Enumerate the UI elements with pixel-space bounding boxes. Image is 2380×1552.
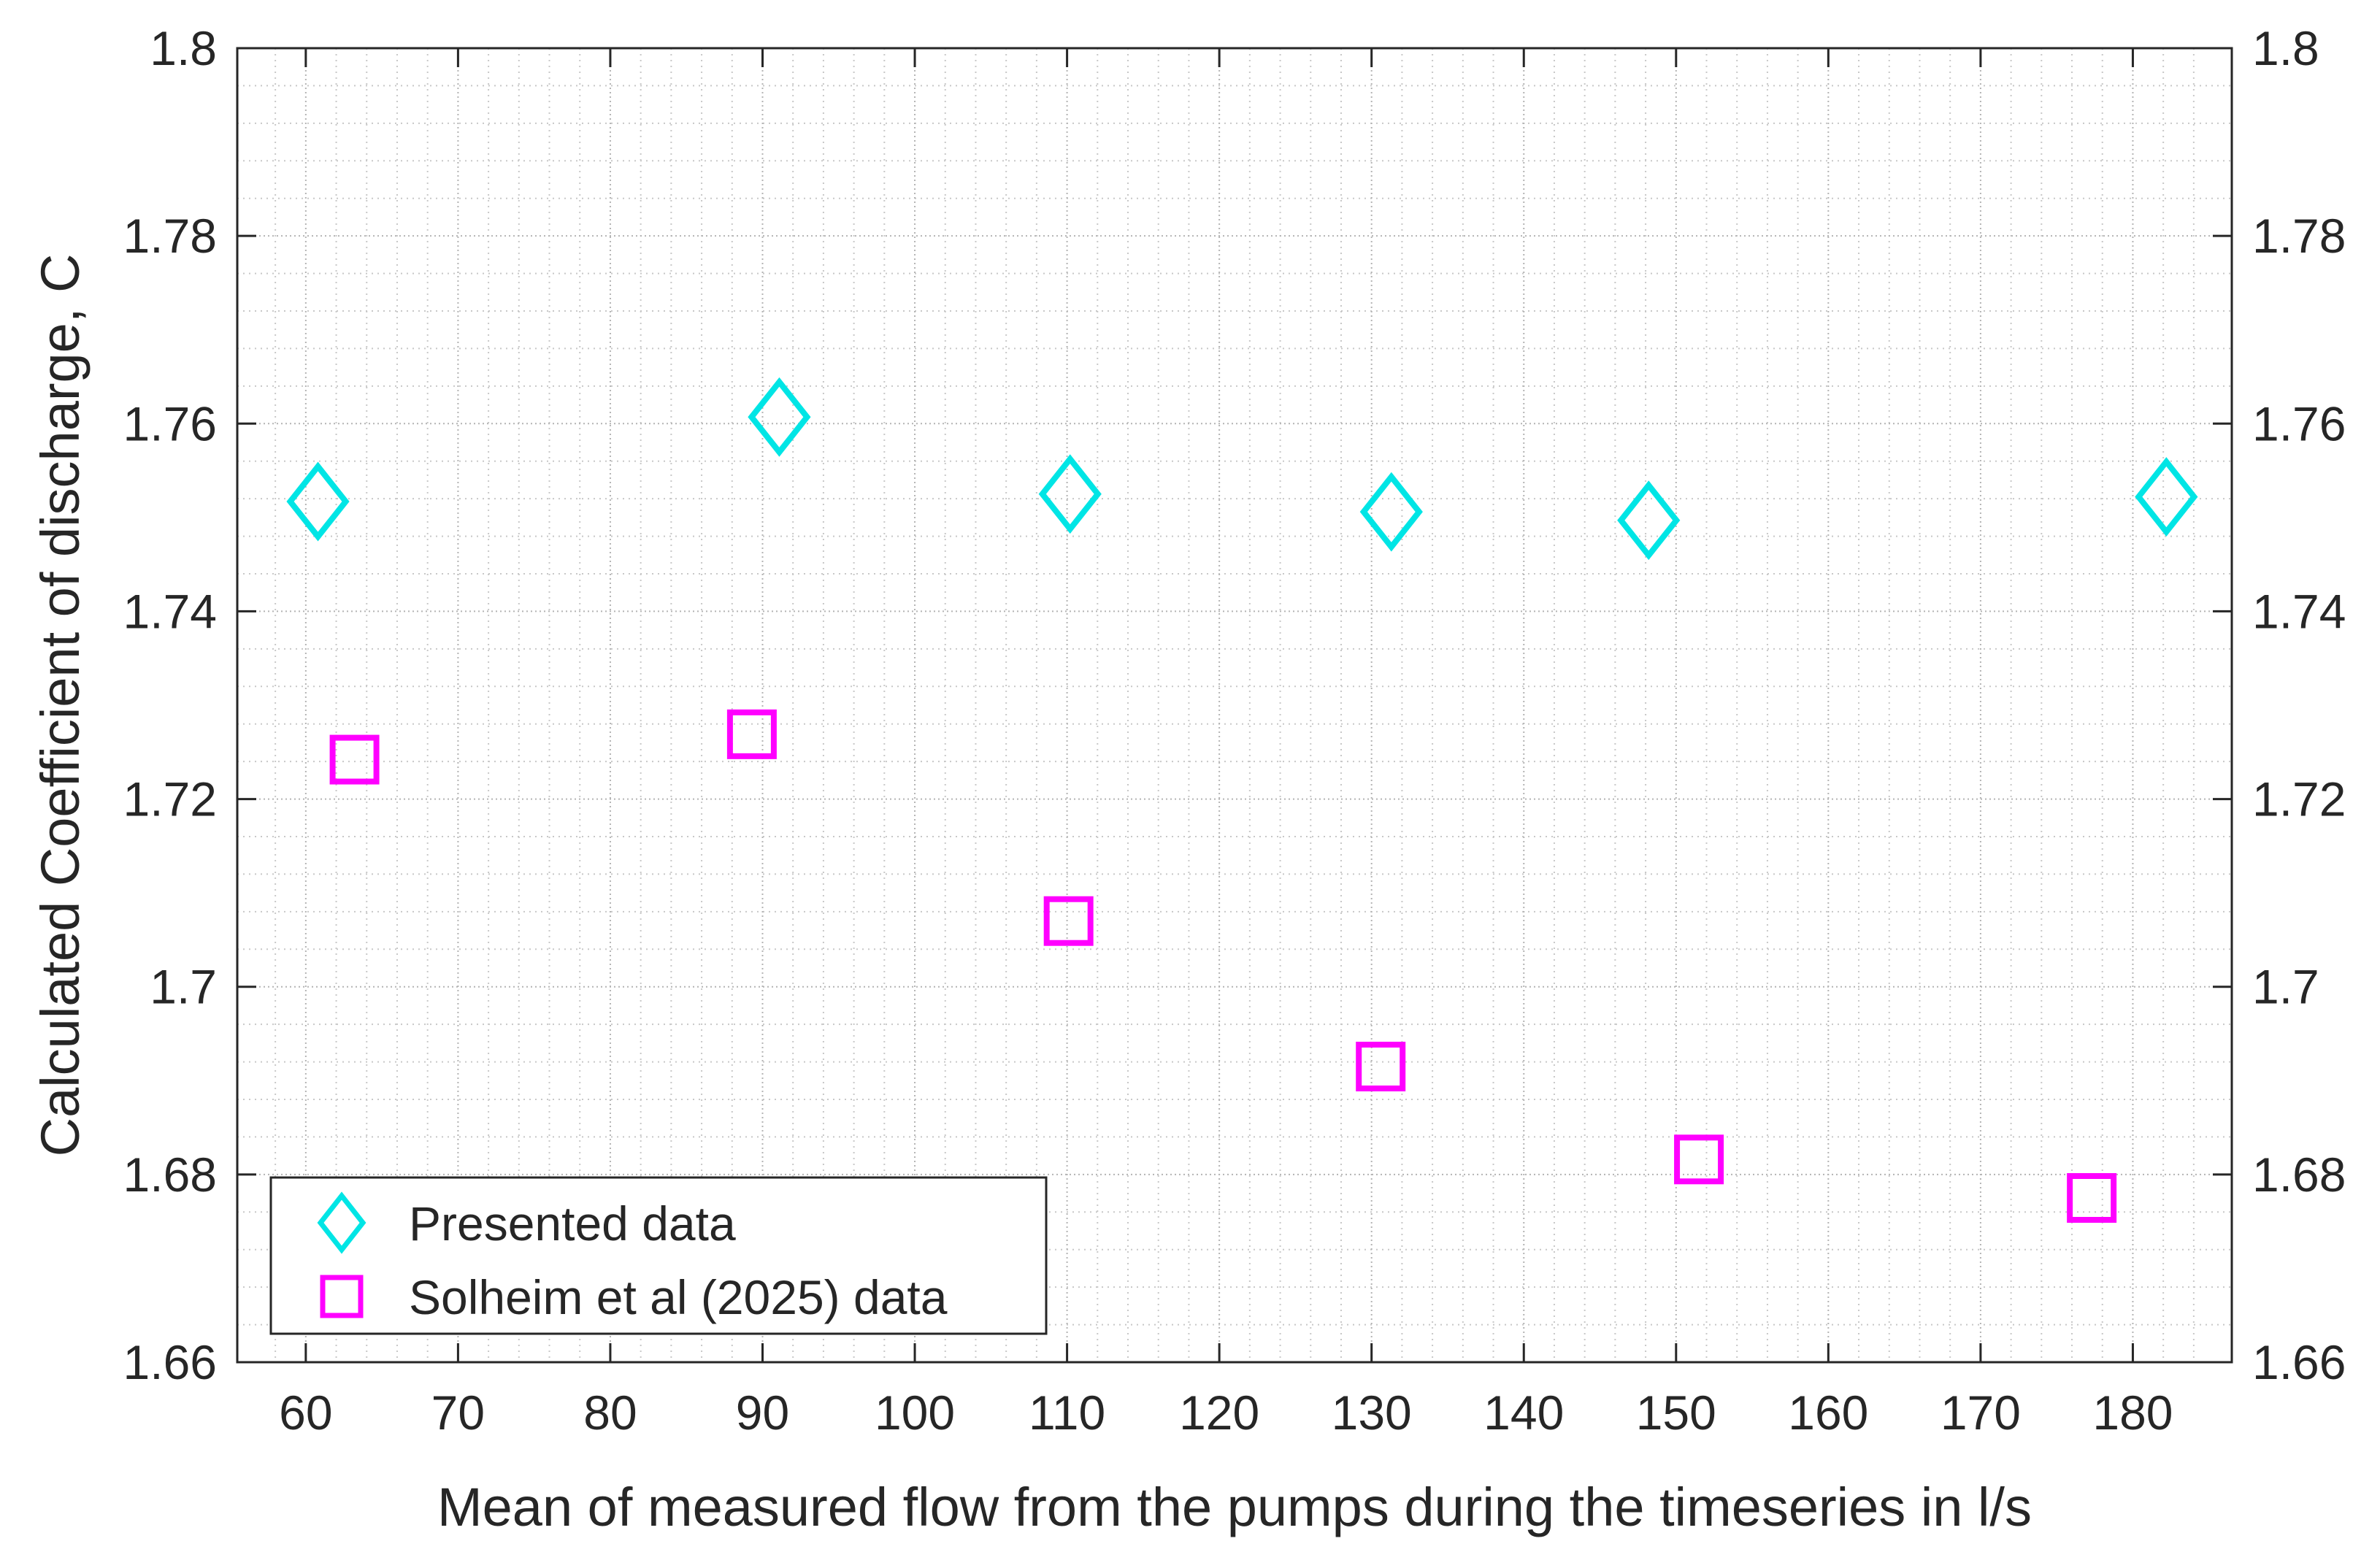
y-tick-label: 1.78: [123, 209, 217, 263]
plot-area: [237, 48, 2232, 1362]
y-tick-labels: 1.66 1.68 1.7 1.72 1.74 1.76 1.78 1.8: [123, 21, 217, 1389]
y-tick-label-right: 1.72: [2252, 772, 2346, 826]
x-tick-label: 150: [1636, 1386, 1716, 1440]
x-tick-label: 100: [875, 1386, 955, 1440]
x-tick-label: 170: [1941, 1386, 2021, 1440]
legend-diamond-icon: [317, 1191, 366, 1254]
axes-box: [236, 47, 2233, 1364]
y-tick-labels-right: 1.66 1.68 1.7 1.72 1.74 1.76 1.78 1.8: [2252, 21, 2346, 1389]
x-tick-label: 90: [736, 1386, 789, 1440]
y-tick-label: 1.66: [123, 1335, 217, 1389]
x-axis-label: Mean of measured flow from the pumps dur…: [437, 1477, 2032, 1537]
x-tick-label: 180: [2092, 1386, 2173, 1440]
x-tick-label: 80: [583, 1386, 637, 1440]
y-tick-label-right: 1.74: [2252, 584, 2346, 638]
presented-data-point: [286, 461, 350, 542]
solheim-data-point: [2067, 1173, 2117, 1223]
y-tick-label-right: 1.68: [2252, 1148, 2346, 1202]
y-tick-label: 1.74: [123, 584, 217, 638]
presented-data-point: [2135, 457, 2198, 537]
presented-data-point: [1617, 480, 1681, 561]
y-tick-label: 1.68: [123, 1148, 217, 1202]
x-tick-label: 110: [1029, 1386, 1105, 1440]
x-tick-label: 130: [1332, 1386, 1412, 1440]
y-tick-label-right: 1.76: [2252, 396, 2346, 450]
legend-label-presented: Presented data: [409, 1196, 736, 1251]
solheim-data-point: [1356, 1042, 1406, 1091]
y-axis-label: Calculated Coefficient of discharge, C: [30, 254, 91, 1157]
x-tick-label: 70: [431, 1386, 485, 1440]
legend-label-solheim: Solheim et al (2025) data: [409, 1270, 948, 1324]
y-tick-label: 1.76: [123, 396, 217, 450]
y-tick-label-right: 1.8: [2252, 21, 2319, 75]
x-tick-label: 140: [1483, 1386, 1564, 1440]
x-tick-label: 160: [1788, 1386, 1868, 1440]
y-tick-label: 1.8: [150, 21, 217, 75]
presented-data-point: [1038, 454, 1102, 534]
legend-square-icon: [320, 1275, 364, 1318]
legend-box: [269, 1176, 1048, 1335]
y-tick-label: 1.7: [150, 960, 217, 1014]
solheim-data-point: [1674, 1134, 1724, 1185]
axis-ticks: [237, 47, 2232, 1364]
y-tick-label-right: 1.7: [2252, 960, 2319, 1014]
presented-data-point: [1359, 472, 1423, 552]
data-markers: [286, 377, 2198, 1223]
x-tick-labels: 60 70 80 90 100 110 120 130 140 150 160 170 180: [279, 1386, 2173, 1440]
solheim-data-point: [726, 709, 777, 759]
presented-data-point: [748, 377, 811, 457]
x-tick-label: 60: [279, 1386, 332, 1440]
x-tick-label: 120: [1179, 1386, 1259, 1440]
legend: Presented data Solheim et al (2025) data: [269, 1176, 1048, 1335]
y-tick-label-right: 1.66: [2252, 1335, 2346, 1389]
y-tick-label-right: 1.78: [2252, 209, 2346, 263]
solheim-data-point: [329, 734, 380, 785]
y-tick-label: 1.72: [123, 772, 217, 826]
solheim-data-point: [1043, 896, 1094, 946]
